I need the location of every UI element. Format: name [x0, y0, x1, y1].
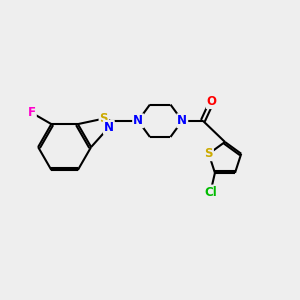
Text: S: S	[205, 147, 213, 160]
Text: Cl: Cl	[204, 185, 217, 199]
Text: O: O	[207, 95, 217, 108]
Text: S: S	[100, 112, 108, 125]
Text: N: N	[104, 121, 114, 134]
Text: N: N	[177, 114, 187, 127]
Text: F: F	[28, 106, 36, 119]
Text: N: N	[133, 114, 143, 127]
